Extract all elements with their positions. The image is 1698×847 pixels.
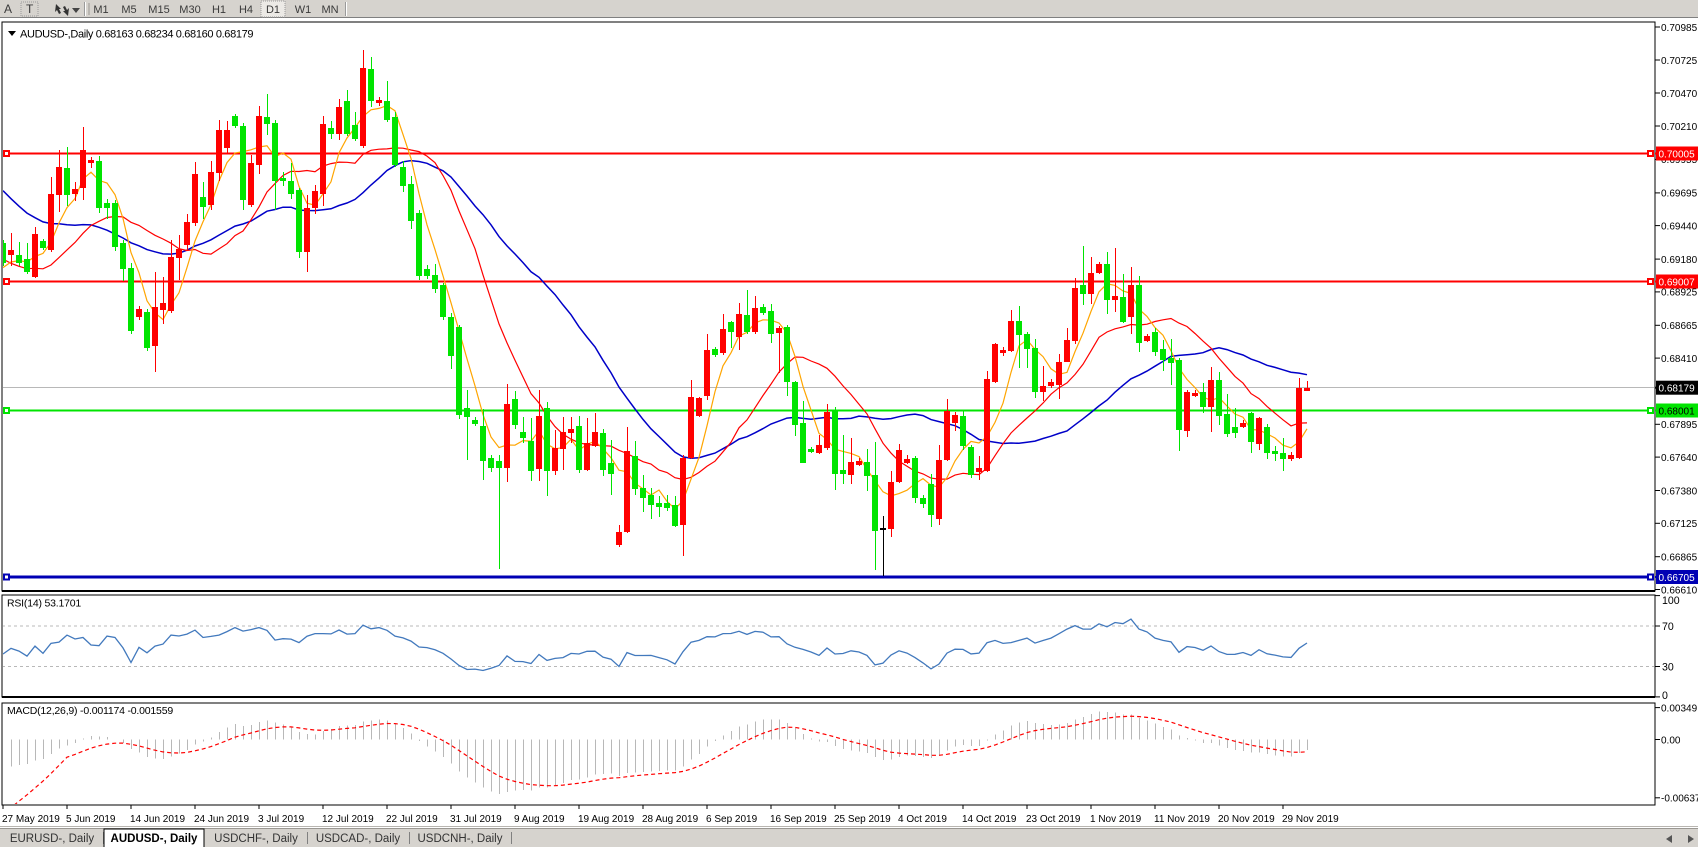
svg-text:0.69007: 0.69007 bbox=[1659, 278, 1696, 289]
svg-text:14 Oct 2019: 14 Oct 2019 bbox=[962, 814, 1017, 825]
svg-text:9 Aug 2019: 9 Aug 2019 bbox=[514, 814, 565, 825]
svg-text:27 May 2019: 27 May 2019 bbox=[2, 814, 60, 825]
svg-text:AUDUSD-, Daily: AUDUSD-, Daily bbox=[111, 833, 199, 845]
svg-text:0: 0 bbox=[1662, 690, 1668, 702]
svg-text:0.68925: 0.68925 bbox=[1661, 288, 1698, 299]
svg-text:0.68001: 0.68001 bbox=[1659, 407, 1696, 418]
svg-text:28 Aug 2019: 28 Aug 2019 bbox=[642, 814, 699, 825]
svg-text:0.70210: 0.70210 bbox=[1661, 122, 1698, 133]
svg-text:AUDUSD-,Daily 0.68163 0.68234: AUDUSD-,Daily 0.68163 0.68234 0.68160 0.… bbox=[20, 29, 253, 41]
svg-text:D1: D1 bbox=[266, 4, 280, 16]
svg-text:0.67640: 0.67640 bbox=[1661, 453, 1698, 464]
svg-text:USDCAD-, Daily: USDCAD-, Daily bbox=[316, 833, 401, 845]
svg-text:0.66865: 0.66865 bbox=[1661, 553, 1698, 564]
svg-text:EURUSD-, Daily: EURUSD-, Daily bbox=[10, 833, 95, 845]
svg-text:20 Nov 2019: 20 Nov 2019 bbox=[1218, 814, 1275, 825]
svg-text:6 Sep 2019: 6 Sep 2019 bbox=[706, 814, 758, 825]
svg-text:0.70005: 0.70005 bbox=[1659, 150, 1696, 161]
svg-text:3 Jul 2019: 3 Jul 2019 bbox=[258, 814, 305, 825]
svg-text:0.70985: 0.70985 bbox=[1661, 23, 1698, 34]
svg-text:0.67895: 0.67895 bbox=[1661, 420, 1698, 431]
svg-text:0.68410: 0.68410 bbox=[1661, 354, 1698, 365]
svg-text:100: 100 bbox=[1662, 595, 1680, 607]
svg-text:0.66705: 0.66705 bbox=[1659, 573, 1696, 584]
svg-text:H4: H4 bbox=[239, 4, 253, 16]
svg-text:USDCHF-, Daily: USDCHF-, Daily bbox=[214, 833, 298, 845]
svg-text:0.69180: 0.69180 bbox=[1661, 255, 1698, 266]
svg-text:0.70725: 0.70725 bbox=[1661, 56, 1698, 67]
svg-text:0.69440: 0.69440 bbox=[1661, 221, 1698, 232]
svg-text:RSI(14) 53.1701: RSI(14) 53.1701 bbox=[7, 598, 81, 610]
svg-text:MACD(12,26,9) -0.001174 -0.001: MACD(12,26,9) -0.001174 -0.001559 bbox=[7, 705, 173, 717]
svg-text:14 Jun 2019: 14 Jun 2019 bbox=[130, 814, 185, 825]
svg-text:0.67380: 0.67380 bbox=[1661, 486, 1698, 497]
svg-text:11 Nov 2019: 11 Nov 2019 bbox=[1154, 814, 1210, 825]
svg-text:A: A bbox=[4, 2, 12, 16]
svg-text:0.69955: 0.69955 bbox=[1661, 155, 1698, 166]
svg-text:0.00: 0.00 bbox=[1661, 735, 1681, 746]
svg-text:H1: H1 bbox=[212, 4, 226, 16]
svg-text:22 Jul 2019: 22 Jul 2019 bbox=[386, 814, 438, 825]
svg-text:M15: M15 bbox=[148, 4, 169, 16]
svg-text:1 Nov 2019: 1 Nov 2019 bbox=[1090, 814, 1142, 825]
svg-text:0.70470: 0.70470 bbox=[1661, 89, 1698, 100]
svg-text:25 Sep 2019: 25 Sep 2019 bbox=[834, 814, 891, 825]
svg-text:M1: M1 bbox=[93, 4, 108, 16]
svg-text:0.66610: 0.66610 bbox=[1661, 585, 1698, 596]
svg-text:0.68665: 0.68665 bbox=[1661, 321, 1698, 332]
svg-text:70: 70 bbox=[1662, 621, 1674, 633]
svg-text:M5: M5 bbox=[121, 4, 136, 16]
svg-text:MN: MN bbox=[321, 4, 338, 16]
svg-text:19 Aug 2019: 19 Aug 2019 bbox=[578, 814, 635, 825]
svg-text:M30: M30 bbox=[179, 4, 200, 16]
svg-text:USDCNH-, Daily: USDCNH-, Daily bbox=[418, 833, 503, 845]
svg-text:23 Oct 2019: 23 Oct 2019 bbox=[1026, 814, 1081, 825]
svg-text:T: T bbox=[26, 2, 34, 16]
svg-text:12 Jul 2019: 12 Jul 2019 bbox=[322, 814, 374, 825]
svg-text:-0.00637: -0.00637 bbox=[1661, 794, 1698, 805]
svg-text:31 Jul 2019: 31 Jul 2019 bbox=[450, 814, 502, 825]
svg-text:24 Jun 2019: 24 Jun 2019 bbox=[194, 814, 249, 825]
svg-text:W1: W1 bbox=[295, 4, 312, 16]
svg-text:0.68179: 0.68179 bbox=[1659, 384, 1696, 395]
svg-text:4 Oct 2019: 4 Oct 2019 bbox=[898, 814, 947, 825]
svg-text:16 Sep 2019: 16 Sep 2019 bbox=[770, 814, 827, 825]
svg-text:0.67125: 0.67125 bbox=[1661, 519, 1698, 530]
svg-text:29 Nov 2019: 29 Nov 2019 bbox=[1282, 814, 1339, 825]
svg-text:0.69695: 0.69695 bbox=[1661, 189, 1698, 200]
svg-text:30: 30 bbox=[1662, 662, 1674, 674]
svg-text:0.00349: 0.00349 bbox=[1661, 703, 1698, 714]
svg-text:5 Jun 2019: 5 Jun 2019 bbox=[66, 814, 116, 825]
